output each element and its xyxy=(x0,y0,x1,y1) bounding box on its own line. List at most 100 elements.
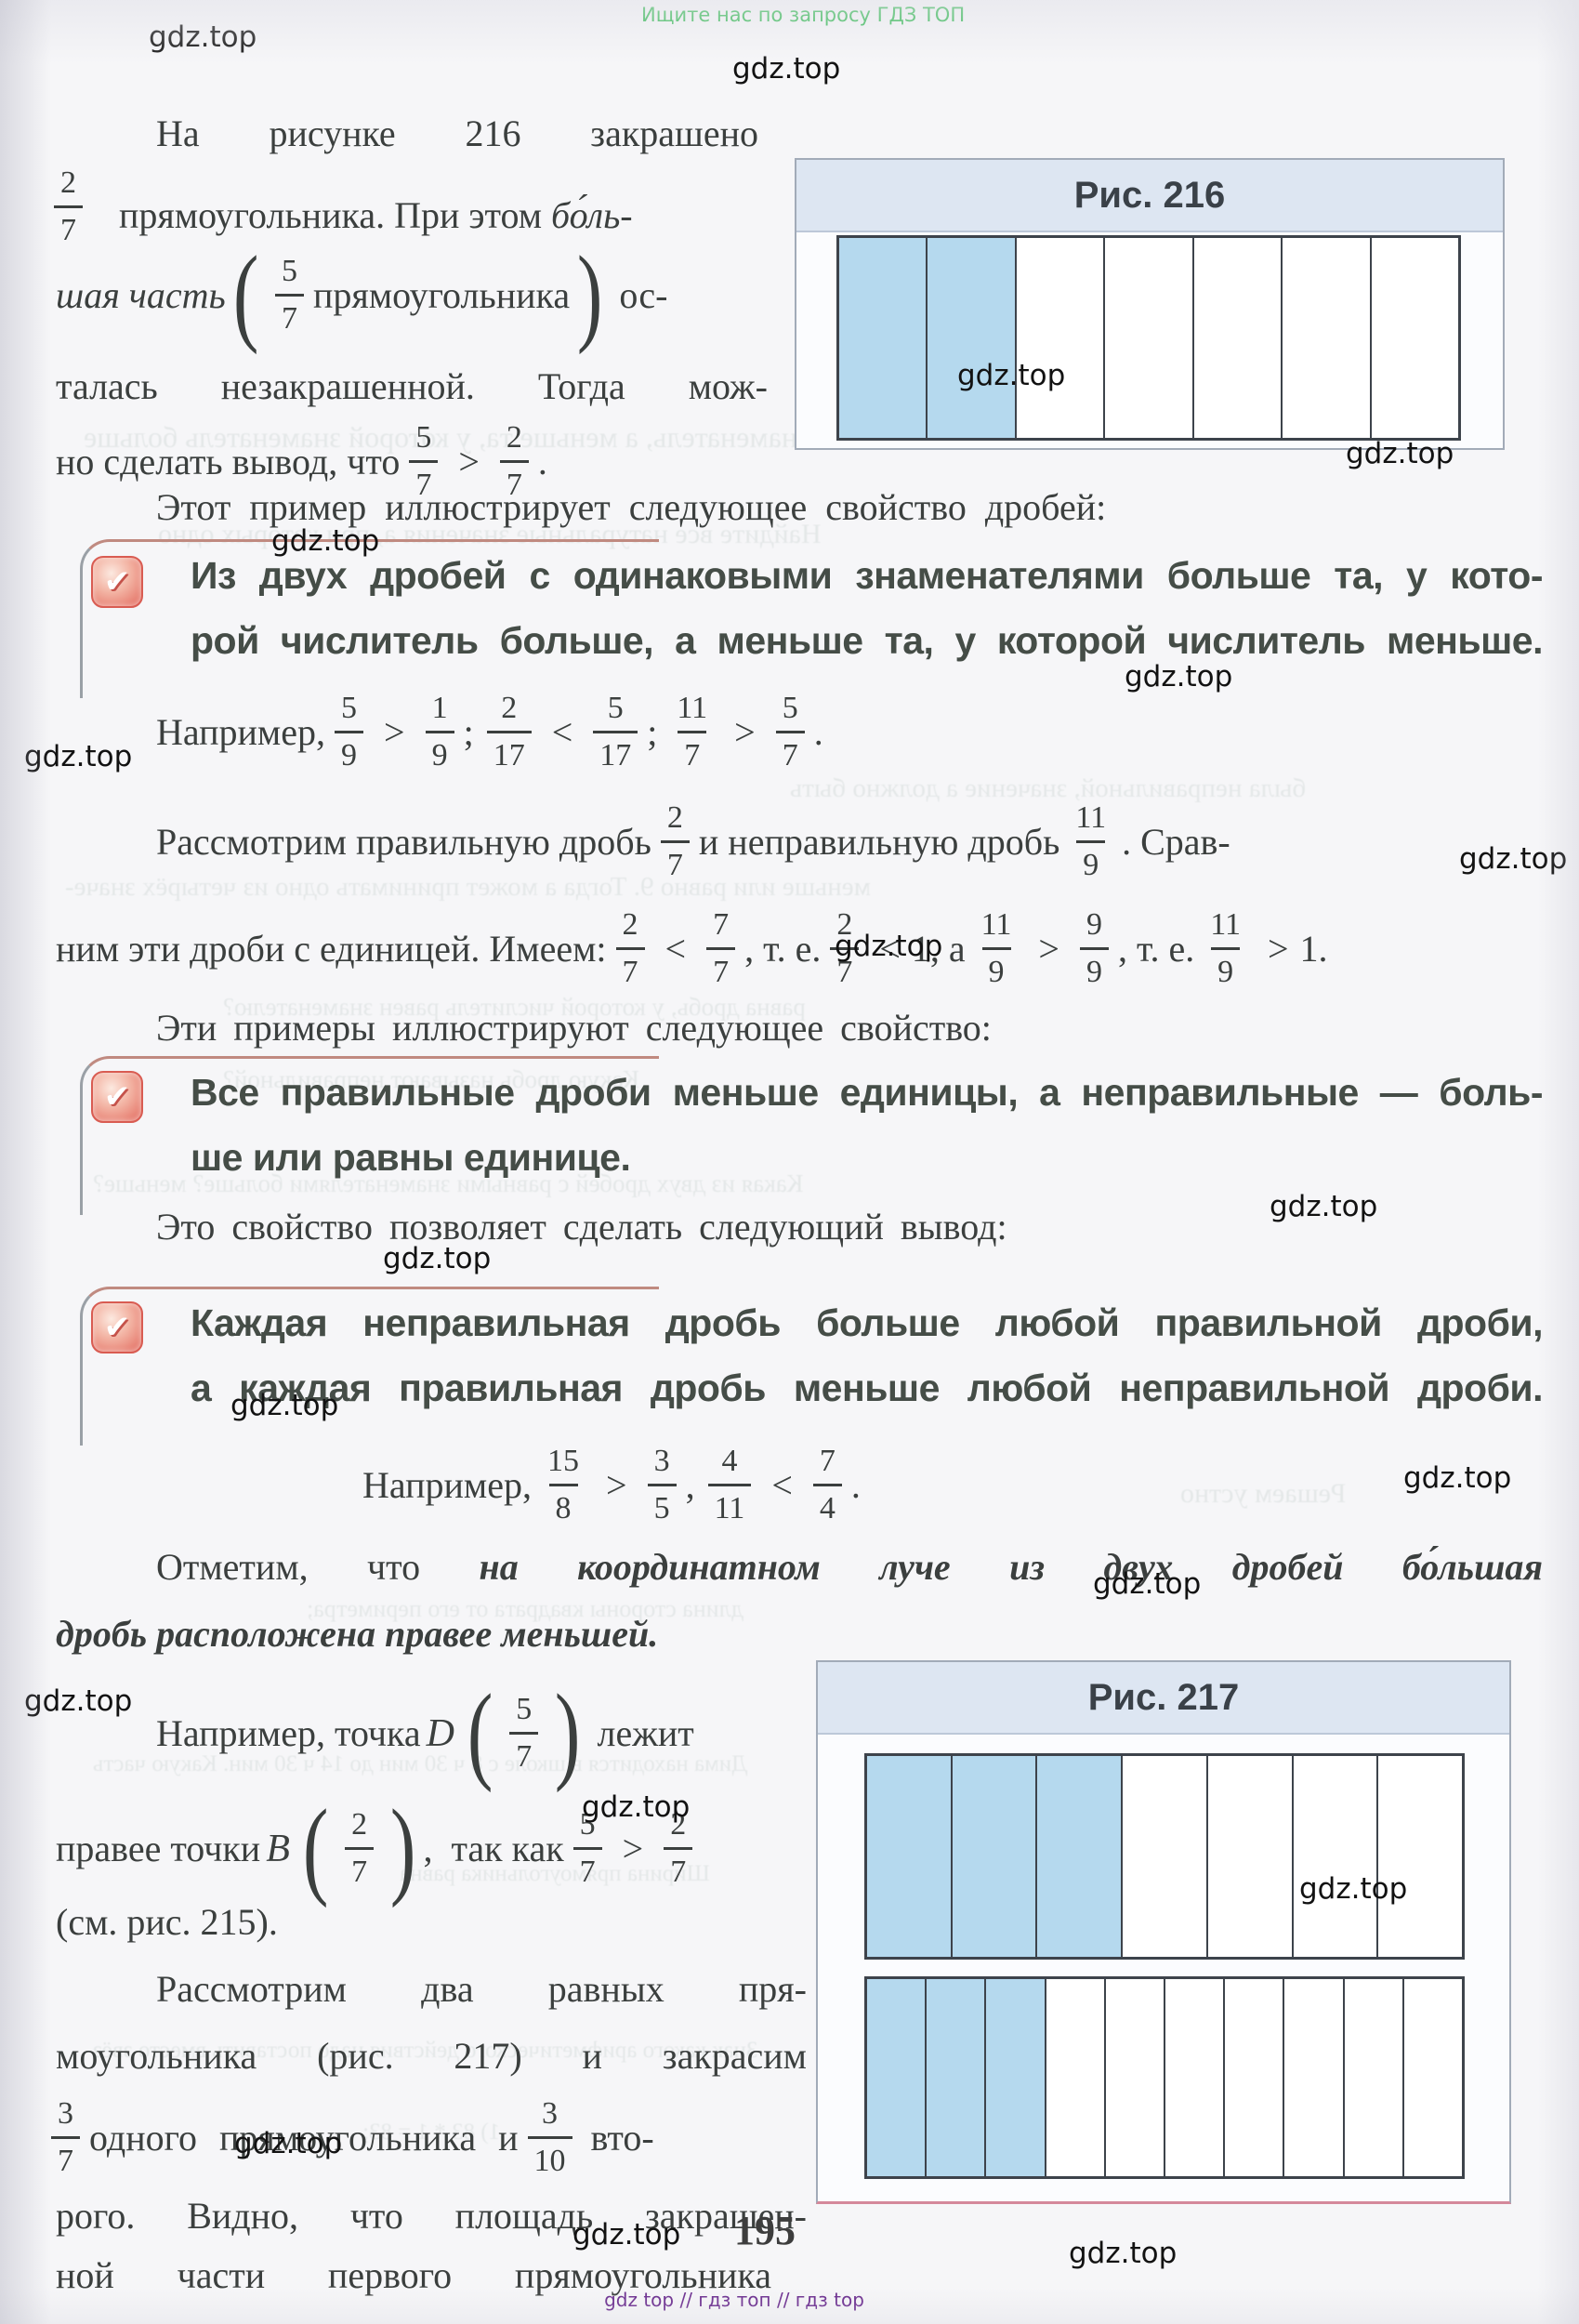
para1-line5: но сделать вывод, что 5 7 > 2 7 . xyxy=(56,419,547,502)
gdz-watermark: gdz.top xyxy=(582,1790,691,1824)
fraction: 2 17 xyxy=(486,693,532,772)
rule2-line1: Все правильные дроби меньше единицы, а н… xyxy=(191,1071,1544,1114)
checkmark-icon: ✔ xyxy=(91,556,143,608)
gdz-watermark: gdz.top xyxy=(1403,1461,1512,1495)
fraction: 11 9 xyxy=(1210,907,1241,989)
figure-cell xyxy=(1014,238,1103,438)
close-paren: ) xyxy=(576,232,603,355)
para1-line2: прямоугольника. При этом бо́ль- xyxy=(119,194,633,236)
figure-cell xyxy=(1291,1756,1377,1957)
figure-cell xyxy=(1103,1979,1164,2176)
figure-cell xyxy=(867,1979,926,2176)
figure-cell xyxy=(1283,1979,1342,2176)
figure-cell xyxy=(1369,238,1458,438)
figure-217-title: Рис. 217 xyxy=(1087,1676,1240,1718)
gdz-watermark: gdz.top xyxy=(1299,1872,1408,1906)
figure-cell xyxy=(1035,1756,1122,1957)
search-notice: Ищите нас по запросу ГДЗ ТОП xyxy=(641,4,966,26)
page-number: 195 xyxy=(734,2208,796,2253)
figure-cell xyxy=(925,1979,985,2176)
para1-line4: талась незакрашенной. Тогда мож- xyxy=(56,365,768,407)
fraction: 11 7 xyxy=(677,691,708,772)
fraction: 2 7 xyxy=(54,167,83,246)
gdz-watermark: gdz.top xyxy=(230,1389,339,1422)
rule3-line2: а каждая правильная дробь меньше любой н… xyxy=(191,1367,1544,1409)
rule2-line2: ше или равны единице. xyxy=(191,1136,631,1179)
open-paren: ( xyxy=(467,1671,493,1794)
rule1-line2: рой числитель больше, а меньше та, у кот… xyxy=(191,619,1544,662)
figure-cell xyxy=(839,238,927,438)
gdz-watermark: gdz.top xyxy=(24,740,133,773)
rule1-line1: Из двух дробей с одинаковыми знаменателя… xyxy=(191,554,1544,597)
gdz-watermark: gdz.top xyxy=(957,359,1066,392)
figure-216-titlebar: Рис. 216 xyxy=(796,160,1503,232)
para1-line3: шая часть ( 5 7 прямоугольника ) ос- xyxy=(56,232,668,355)
open-paren: ( xyxy=(232,232,259,355)
figure-cell xyxy=(950,1756,1036,1957)
para3: Эти примеры иллюстрируют следующее свойс… xyxy=(156,1007,992,1049)
gdz-watermark: gdz.top xyxy=(1270,1190,1378,1223)
rule3-line1: Каждая неправильная дробь больше любой п… xyxy=(191,1301,1544,1344)
fraction: 3 10 xyxy=(527,2097,572,2177)
figure-217-rectangle-top xyxy=(864,1753,1465,1960)
para7-line1: Рассмотрим два равных пря- xyxy=(156,1968,807,2010)
figure-cell xyxy=(926,238,1015,438)
figure-cell xyxy=(867,1756,951,1957)
figure-cell xyxy=(1281,238,1369,438)
figure-cell xyxy=(1205,1756,1292,1957)
gdz-watermark: gdz.top xyxy=(234,2127,343,2160)
figure-cell xyxy=(1401,1979,1462,2176)
gdz-watermark: gdz.top xyxy=(1346,437,1454,470)
figure-217-rectangle-bottom xyxy=(864,1976,1465,2179)
para6-line3: (см. рис. 215). xyxy=(56,1901,278,1943)
figure-216: Рис. 216 xyxy=(795,158,1505,450)
fraction: 5 17 xyxy=(593,693,638,772)
figure-cell xyxy=(1121,1756,1206,1957)
gdz-watermark: gdz.top xyxy=(1125,660,1233,693)
figure-217-titlebar: Рис. 217 xyxy=(818,1662,1509,1735)
figure-cell xyxy=(1103,238,1191,438)
gdz-watermark: gdz.top xyxy=(1459,842,1568,876)
para7-line2: моугольника (рис. 217) и закрасим xyxy=(56,2035,807,2077)
open-paren: ( xyxy=(302,1787,329,1909)
figure-216-title: Рис. 216 xyxy=(1073,174,1226,216)
gdz-watermark: gdz.top xyxy=(1069,2237,1178,2270)
gdz-watermark: gdz.top xyxy=(24,1684,133,1718)
figure-cell xyxy=(1342,1979,1402,2176)
figure-cell xyxy=(1164,1979,1223,2176)
gdz-watermark: gdz.top xyxy=(1093,1567,1202,1601)
gdz-watermark: gdz.top xyxy=(835,930,943,963)
figure-cell xyxy=(1376,1756,1462,1957)
para5-line1: Отметим, что на координатном луче из дву… xyxy=(156,1546,1544,1588)
point-label-D: D xyxy=(426,1711,454,1755)
fraction: 2 7 xyxy=(499,421,529,501)
para7-line5: ной части первого прямоугольника xyxy=(56,2254,771,2296)
gdz-watermark: gdz.top xyxy=(383,1242,492,1275)
footer-watermark: gdz top // гдз топ // гдз top xyxy=(604,2289,864,2311)
para5-line2: дробь расположена правее меньшей. xyxy=(56,1613,659,1655)
fraction: 11 9 xyxy=(1075,800,1107,882)
para-intro: Этот пример иллюстрирует следующее свойс… xyxy=(156,486,1107,528)
gdz-watermark: gdz.top xyxy=(732,52,841,86)
checkmark-icon: ✔ xyxy=(91,1301,143,1353)
